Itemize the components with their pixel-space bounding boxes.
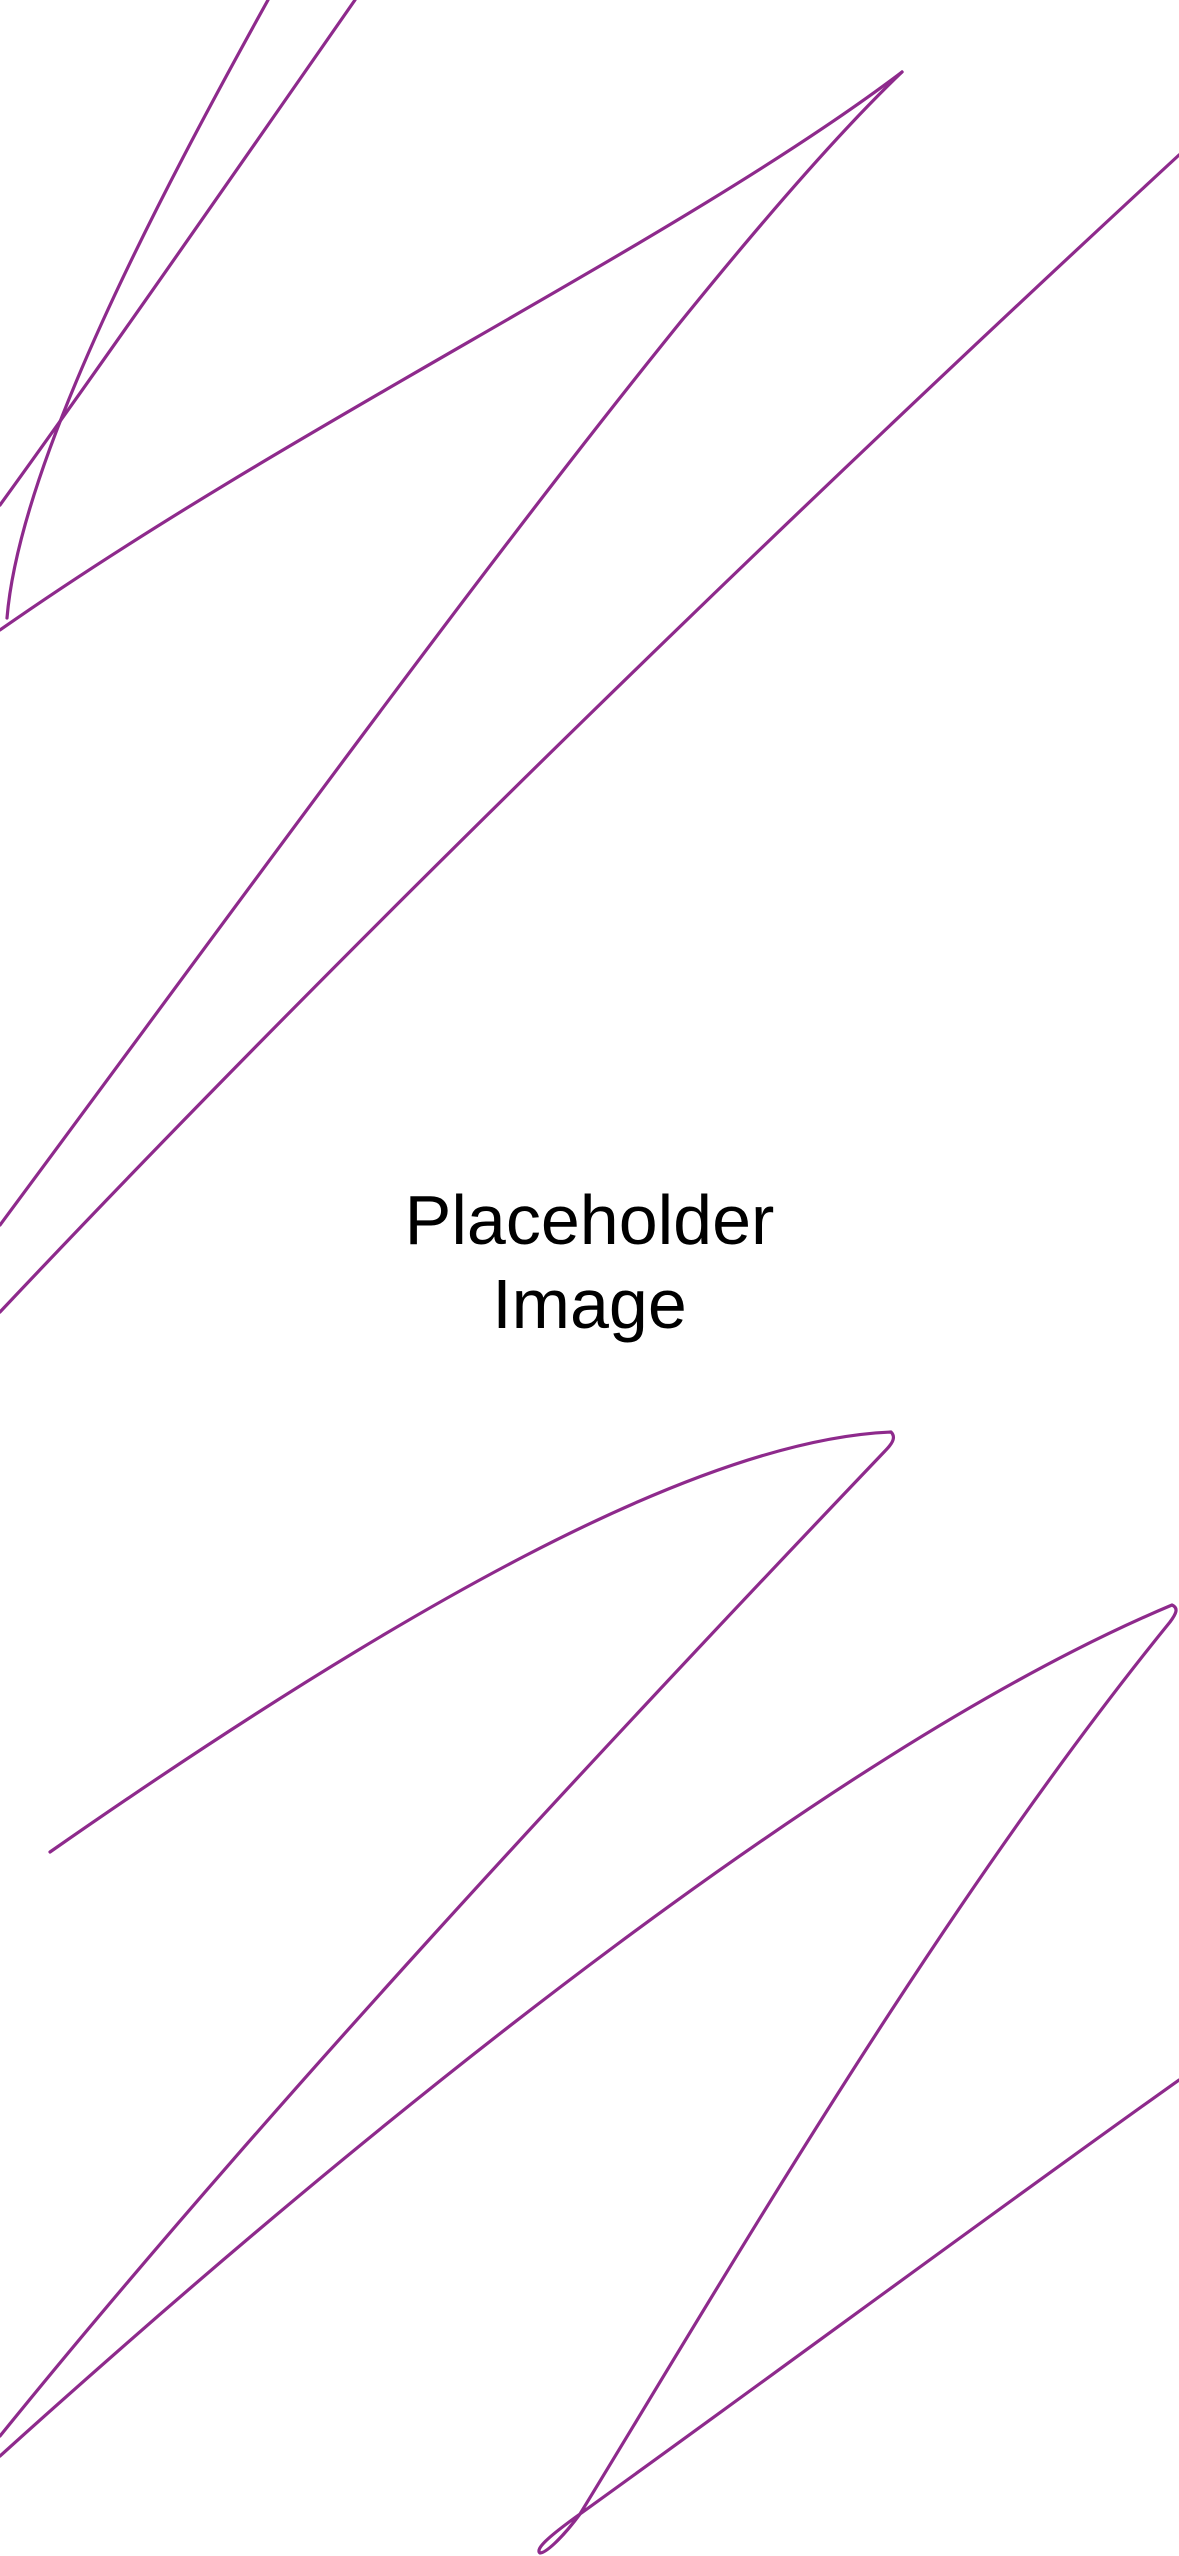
placeholder-caption-line-2: Image xyxy=(492,1265,687,1343)
placeholder-caption: Placeholder Image xyxy=(0,1178,1179,1346)
scribble-stroke-upper-2 xyxy=(0,0,357,507)
scribble-stroke-upper-5 xyxy=(0,153,1179,1314)
scribble-stroke-lower-1 xyxy=(0,1430,896,2438)
scribble-stroke-upper-1 xyxy=(5,0,270,620)
scribble-stroke-upper-3 xyxy=(0,70,904,632)
placeholder-caption-line-1: Placeholder xyxy=(404,1181,775,1259)
scribble-stroke-lower-2 xyxy=(0,1603,1179,2555)
scribble-stroke-upper-4 xyxy=(0,70,904,1227)
